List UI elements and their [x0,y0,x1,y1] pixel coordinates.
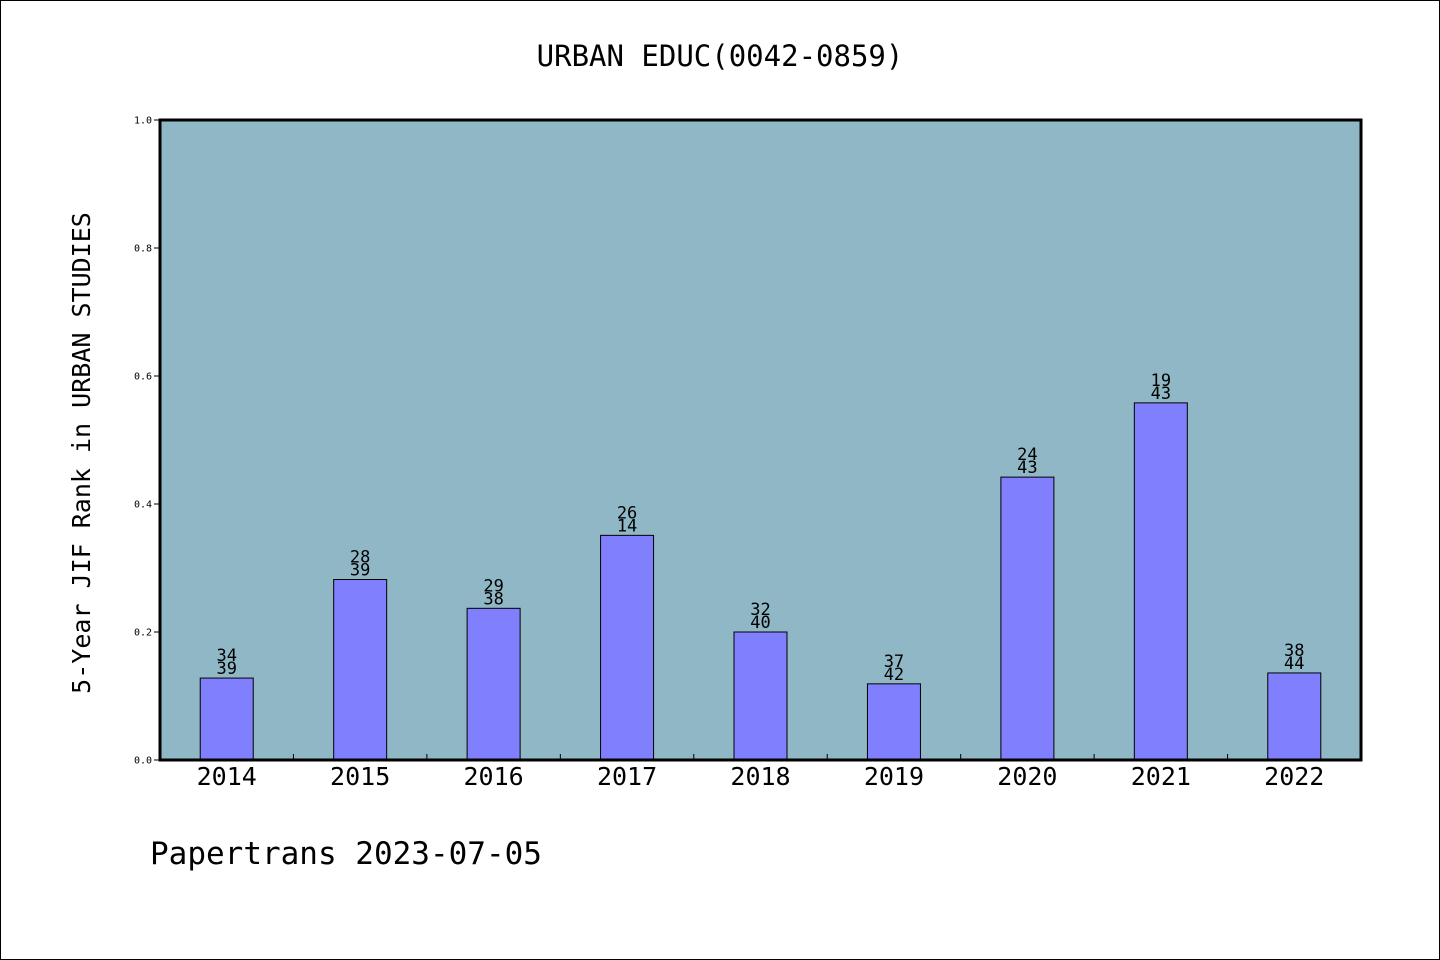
plot-border [158,118,1363,762]
watermark-text: Papertrans 2023-07-05 [150,836,542,872]
bar-rank-label: 34 [216,646,236,666]
x-tick-label: 2022 [1264,762,1324,791]
bar-total-label: 43 [1017,458,1037,478]
x-tick-label: 2014 [197,762,257,791]
bar-total-label: 39 [350,561,370,581]
bar-rank-label: 19 [1151,371,1171,391]
y-tick-label: 1.0 [134,116,152,127]
bar-rank-label: 26 [617,503,637,523]
bar-2021 [1133,402,1188,761]
x-tick-label: 2017 [597,762,657,791]
x-tick-label: 2021 [1131,762,1191,791]
bar-total-label: 44 [1284,654,1304,674]
y-axis-label: 5-Year JIF Rank in URBAN STUDIES [67,212,96,694]
bar-total-label: 38 [483,589,503,609]
y-tick-label: 0.4 [134,500,152,511]
bar-2019 [866,683,921,761]
bar-2014 [199,677,254,761]
y-tick-label: 0.0 [134,756,152,767]
x-tick-label: 2018 [730,762,790,791]
x-tick-label: 2016 [464,762,524,791]
bar-2015 [333,579,388,761]
bar-rank-label: 24 [1017,445,1037,465]
bar-2018 [733,631,788,761]
bar-total-label: 43 [1151,384,1171,404]
x-axis: 2014 2015 2016 2017 2018 2019 2020 2021 2022 [197,754,1324,791]
bar-2022 [1267,672,1322,761]
bar-rank-label: 37 [884,652,904,672]
bar-total-label: 14 [617,516,637,536]
x-tick-label: 2015 [330,762,390,791]
x-tick-label: 2020 [997,762,1057,791]
bar-rank-label: 32 [750,600,770,620]
bar-total-label: 40 [750,613,770,633]
bar-rank-label: 29 [483,576,503,596]
bar-total-label: 42 [884,665,904,685]
chart-title: URBAN EDUC(0042-0859) [537,39,904,73]
x-tick-label: 2019 [864,762,924,791]
y-tick-label: 0.6 [134,372,152,383]
bar-2020 [1000,476,1055,761]
bar-rank-label: 28 [350,548,370,568]
y-tick-label: 0.2 [134,628,152,639]
bar-rank-label: 38 [1284,641,1304,661]
bar-total-label: 39 [216,659,236,679]
y-tick-label: 0.8 [134,244,152,255]
bar-2017 [600,534,655,761]
bar-2016 [466,607,521,761]
y-axis: 0.0 0.2 0.4 0.6 0.8 1.0 [134,116,160,767]
